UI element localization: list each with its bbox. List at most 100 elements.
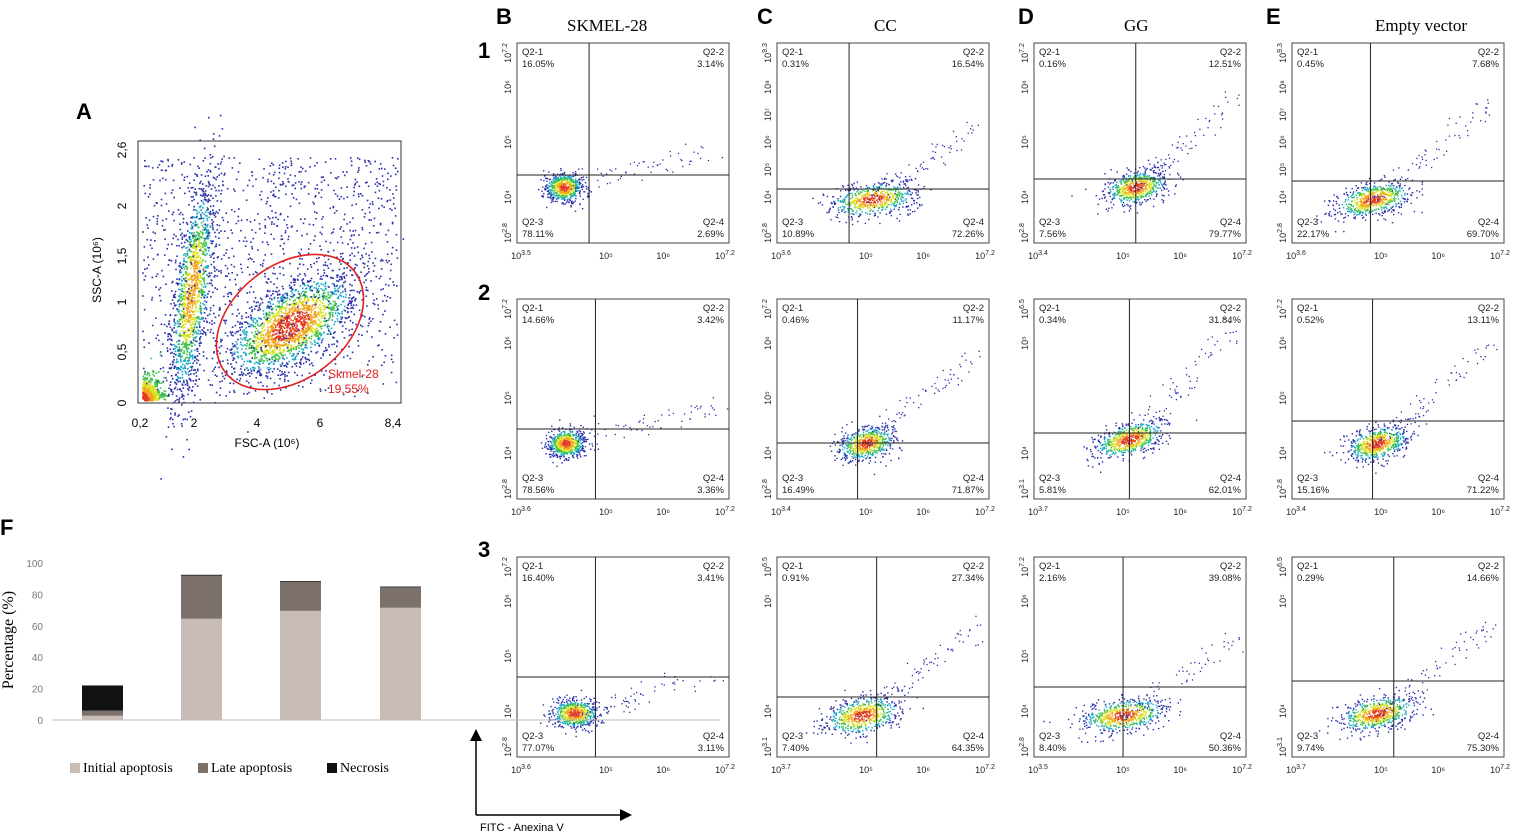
a-point [278,336,280,339]
a-point [264,342,267,345]
a-point [194,268,197,270]
a-point [251,347,254,349]
a-point [205,265,208,267]
a-point [180,163,183,165]
a-point [288,308,291,310]
a-point [190,258,192,260]
a-point [361,226,363,229]
a-point [172,422,174,425]
a-point [193,247,196,249]
a-point [307,328,310,331]
a-point [240,267,243,270]
a-point [187,311,189,313]
a-point [364,161,366,163]
a-point [183,323,185,326]
a-point [192,313,194,316]
a-point [176,244,178,247]
a-point [295,365,298,367]
a-point [200,221,203,224]
a-point [215,210,218,213]
a-point [183,320,186,322]
a-point [279,364,282,366]
a-point [183,401,185,404]
a-point [167,243,169,246]
a-point [259,350,262,352]
a-point [246,393,249,395]
a-point [282,338,285,340]
a-point [148,384,150,387]
a-point [197,226,200,228]
a-point [204,175,207,177]
a-point [183,316,186,319]
a-point [190,350,193,353]
a-point [317,269,319,271]
a-point [204,317,207,320]
a-point [180,358,182,361]
a-point [282,274,285,276]
a-point [326,299,328,301]
a-point [183,326,186,329]
a-point [315,333,318,336]
a-point [247,266,249,269]
a-point [145,399,147,401]
a-point [207,267,209,269]
a-point [339,285,341,288]
a-point [354,184,356,186]
a-point [236,343,238,345]
a-point [336,274,338,277]
a-point [171,343,173,346]
a-point [200,216,202,219]
a-point [278,177,280,180]
a-point [192,330,195,332]
a-point [283,339,285,341]
a-point [186,381,188,383]
a-point [149,187,151,189]
a-point [154,232,156,235]
a-point [151,396,153,399]
a-point [301,302,303,304]
a-point [217,256,220,258]
a-point [267,278,270,280]
a-point [375,275,378,278]
a-point [237,215,240,218]
a-point [279,323,281,325]
a-point [237,295,239,297]
a-point [144,192,147,195]
a-point [324,261,327,264]
a-point [196,326,198,329]
a-point [278,167,281,170]
a-point [368,219,370,221]
a-point [391,246,394,249]
a-point [300,183,302,185]
a-point [259,308,261,311]
a-point [166,339,169,341]
a-point [143,246,146,248]
a-point [245,334,248,336]
a-point [240,219,243,222]
a-point [297,315,300,317]
a-point [357,340,359,342]
a-point [273,171,276,174]
a-point [196,316,199,318]
a-point [186,438,188,441]
a-point [199,310,202,313]
a-point [213,322,216,324]
a-point [250,314,252,317]
a-point [281,305,284,308]
a-point [160,204,163,207]
a-point [169,348,172,351]
a-point [201,224,204,227]
a-point [281,322,284,325]
a-point [350,302,353,304]
a-point [313,295,315,297]
a-point [186,382,189,385]
a-point [170,412,172,415]
a-point [200,214,202,216]
a-point [276,291,278,293]
a-point [318,308,321,310]
a-point [327,387,330,389]
plot-point [574,191,576,193]
a-point [181,373,184,376]
a-point [322,316,325,318]
